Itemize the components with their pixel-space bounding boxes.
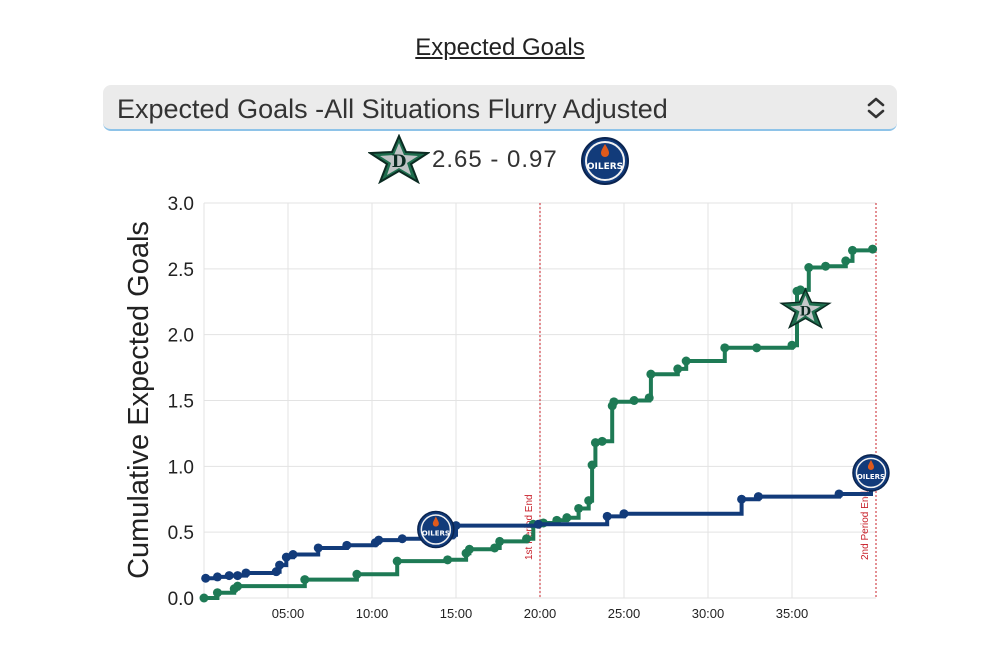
data-point-oilers xyxy=(602,511,612,521)
data-point-stars xyxy=(644,393,654,403)
data-point-stars xyxy=(681,356,691,366)
x-tick-label: 35:00 xyxy=(776,606,809,621)
data-point-oilers xyxy=(533,519,543,529)
edmonton-oilers-logo-icon: OILERS xyxy=(417,510,455,549)
data-point-stars xyxy=(787,340,797,350)
chart-team-logos: D OILERS OILERS xyxy=(417,287,890,549)
svg-text:OILERS: OILERS xyxy=(587,162,623,172)
data-point-stars xyxy=(464,544,474,554)
y-tick-label: 0.0 xyxy=(168,589,194,610)
data-point-stars xyxy=(443,555,453,565)
data-point-stars xyxy=(199,593,209,603)
data-point-stars xyxy=(795,285,805,295)
data-point-oilers xyxy=(224,571,234,581)
data-point-stars xyxy=(490,543,500,553)
data-point-oilers xyxy=(619,509,629,519)
y-tick-label: 2.0 xyxy=(168,326,194,347)
x-tick-label: 20:00 xyxy=(524,606,557,621)
data-point-oilers xyxy=(241,568,251,578)
data-point-oilers xyxy=(288,550,298,560)
x-tick-label: 05:00 xyxy=(272,606,305,621)
data-point-stars xyxy=(212,588,222,598)
metric-select-value: Expected Goals -All Situations Flurry Ad… xyxy=(117,94,668,124)
svg-text:OILERS: OILERS xyxy=(422,530,450,538)
data-point-stars xyxy=(590,438,600,448)
svg-text:OILERS: OILERS xyxy=(857,473,885,481)
y-tick-label: 2.5 xyxy=(168,260,194,281)
y-tick-label: 1.5 xyxy=(168,392,194,413)
data-point-oilers xyxy=(275,560,285,570)
y-tick-label: 0.5 xyxy=(168,523,194,544)
data-point-stars xyxy=(804,263,814,273)
series-stars xyxy=(199,244,878,603)
data-point-stars xyxy=(841,256,851,266)
data-point-stars xyxy=(562,513,572,523)
data-point-stars xyxy=(673,364,683,374)
score-row: D 2.65 - 0.97 OILERS xyxy=(0,134,1000,185)
data-point-oilers xyxy=(753,492,763,502)
data-point-stars xyxy=(495,536,505,546)
data-point-oilers xyxy=(737,494,747,504)
data-point-stars xyxy=(609,397,619,407)
page-title[interactable]: Expected Goals xyxy=(415,34,585,61)
data-point-oilers xyxy=(313,543,323,553)
data-point-stars xyxy=(629,396,639,405)
period-end-label: 2nd Period End xyxy=(860,491,871,560)
data-point-stars xyxy=(821,261,831,271)
data-point-stars xyxy=(597,436,607,446)
series-line-stars xyxy=(204,248,875,600)
data-point-stars xyxy=(847,245,857,255)
x-tick-label: 15:00 xyxy=(440,606,473,621)
chart-series xyxy=(199,244,878,603)
y-axis-label: Cumulative Expected Goals xyxy=(123,221,155,579)
data-point-stars xyxy=(584,496,594,506)
dallas-stars-star-logo-icon: D xyxy=(368,134,430,184)
data-point-stars xyxy=(587,460,597,470)
series-oilers xyxy=(201,465,876,583)
data-point-stars xyxy=(752,343,762,353)
data-point-oilers xyxy=(834,489,844,499)
data-point-stars xyxy=(522,534,532,544)
dallas-stars-star-logo-icon: D xyxy=(779,287,832,330)
data-point-stars xyxy=(300,575,310,585)
data-point-stars xyxy=(233,581,243,591)
data-point-oilers xyxy=(233,571,243,581)
data-point-stars xyxy=(574,503,584,513)
data-point-oilers xyxy=(212,572,222,582)
x-tick-label: 25:00 xyxy=(608,606,641,621)
data-point-oilers xyxy=(397,534,407,544)
score-text: 2.65 - 0.97 xyxy=(432,146,558,173)
svg-text:D: D xyxy=(392,152,407,172)
data-point-stars xyxy=(352,569,362,579)
data-point-oilers xyxy=(374,535,384,545)
edmonton-oilers-logo-icon: OILERS xyxy=(581,137,629,185)
chart-axes: 0.0 0.5 1.0 1.5 2.0 2.5 3.0 05:00 10:00 15:00 20:0… xyxy=(168,194,809,621)
data-point-oilers xyxy=(201,573,211,583)
edmonton-oilers-logo-icon: OILERS xyxy=(852,454,890,492)
y-tick-label: 1.0 xyxy=(168,457,194,478)
svg-text:D: D xyxy=(800,304,811,319)
data-point-oilers xyxy=(342,540,352,550)
metric-select[interactable]: Expected Goals -All Situations Flurry Ad… xyxy=(103,85,897,131)
data-point-stars xyxy=(392,556,402,566)
y-tick-label: 3.0 xyxy=(168,194,194,215)
x-tick-label: 10:00 xyxy=(356,606,389,621)
data-point-stars xyxy=(720,343,730,353)
data-point-stars xyxy=(646,369,656,379)
x-tick-label: 30:00 xyxy=(692,606,725,621)
chevron-up-down-icon xyxy=(867,97,885,119)
data-point-stars xyxy=(868,244,878,254)
